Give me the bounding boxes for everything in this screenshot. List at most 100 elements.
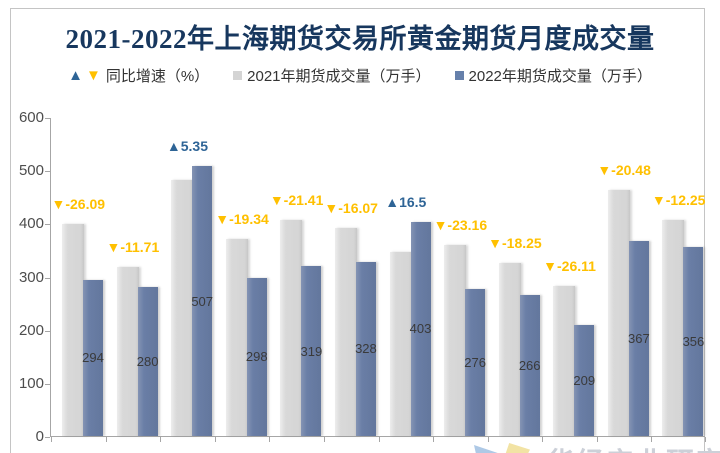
- growth-annotation: ▼-26.09: [51, 196, 106, 213]
- bar-2021: [662, 220, 685, 436]
- y-axis-tick: [45, 224, 50, 226]
- y-axis-tick: [45, 171, 50, 173]
- y-axis-label: 500: [18, 162, 44, 180]
- bar-2021: [498, 263, 521, 436]
- bar-group: 356 ▼-12.25: [651, 118, 706, 436]
- bar-2022-value-label: 276: [464, 355, 486, 371]
- bar-2021: [225, 239, 248, 436]
- bar-2022-value-label: 294: [82, 350, 104, 366]
- bar-2021: [62, 224, 84, 436]
- legend-growth-label: 同比增速（%）: [105, 67, 210, 85]
- series-2021-swatch-icon: [233, 70, 243, 80]
- x-axis-tick: [651, 437, 653, 442]
- y-axis-label: 300: [18, 268, 44, 286]
- bar-2022: 328: [355, 261, 377, 436]
- watermark-text: 华经产业研究院: [546, 441, 720, 453]
- x-axis-tick: [596, 437, 598, 442]
- chart-title: 2021-2022年上海期货交易所黄金期货月度成交量: [65, 24, 655, 54]
- bar-2022-value-label: 280: [136, 354, 159, 370]
- bar-group: 294 ▼-26.09: [51, 118, 106, 436]
- bar-2022: 403: [409, 221, 432, 436]
- bar-2022-value-label: 209: [573, 372, 596, 388]
- bar-2022: 294: [82, 279, 104, 436]
- bar-2022-value-label: 328: [355, 341, 377, 357]
- x-axis-tick: [160, 437, 162, 442]
- bar-2022: 280: [136, 287, 159, 436]
- legend-2021-label: 2021年期货成交量（万手）: [247, 67, 431, 85]
- bar-2021: [116, 267, 139, 436]
- bar-2022: 319: [300, 266, 323, 436]
- bar-2022: 298: [245, 277, 268, 436]
- bar-group: 298 ▼-19.34: [215, 118, 270, 436]
- bar-2022-value-label: 507: [191, 293, 214, 309]
- legend-item-2021: 2021年期货成交量（万手）: [233, 65, 431, 86]
- bar-2022-value-label: 319: [300, 343, 323, 359]
- y-axis-label: 200: [18, 321, 44, 339]
- x-axis-tick: [269, 437, 271, 442]
- x-axis-tick: [487, 437, 489, 442]
- x-axis-tick: [214, 437, 216, 442]
- bar-2022-value-label: 266: [518, 357, 541, 373]
- bar-group: 403 ▲16.5: [379, 118, 434, 436]
- growth-annotation: ▼-11.71: [106, 239, 160, 256]
- legend-2022-label: 2022年期货成交量（万手）: [468, 67, 652, 85]
- bar-group: 367 ▼-20.48: [597, 118, 652, 436]
- bar-group: 276 ▼-23.16: [433, 118, 488, 436]
- y-axis-tick: [45, 383, 50, 385]
- y-axis-tick: [45, 277, 50, 279]
- bar-2022-value-label: 403: [409, 321, 432, 337]
- watermark: 华经产业研究院: [474, 441, 720, 453]
- y-axis-label: 100: [18, 374, 44, 392]
- x-axis-tick: [51, 437, 52, 442]
- y-axis-label: 400: [18, 215, 44, 233]
- bar-2021: [389, 252, 412, 436]
- x-axis-tick: [433, 437, 435, 442]
- x-axis-tick: [705, 437, 706, 442]
- chart-legend: ▲ ▼ 同比增速（%） 2021年期货成交量（万手） 2022年期货成交量（万手…: [0, 63, 720, 87]
- bar-2021: [334, 228, 357, 436]
- legend-item-2022: 2022年期货成交量（万手）: [454, 65, 652, 86]
- down-triangle-icon: ▼: [85, 66, 101, 84]
- chart-area: 294 ▼-26.09 280 ▼-11.71 507 ▲5.35 298 ▼-19.34 31…: [0, 109, 720, 445]
- legend-item-growth: ▲ ▼ 同比增速（%）: [68, 65, 209, 86]
- y-axis-label: 600: [18, 109, 44, 126]
- growth-annotation: ▼-20.48: [597, 162, 651, 179]
- growth-annotation: ▼-26.11: [543, 257, 596, 274]
- bar-2022: 266: [518, 294, 541, 436]
- growth-annotation: ▲16.5: [385, 193, 427, 210]
- series-2022-swatch-icon: [454, 70, 464, 80]
- bar-2022-value-label: 356: [682, 333, 705, 349]
- bar-2022: 367: [627, 240, 650, 436]
- growth-annotation: ▼-16.07: [324, 200, 378, 217]
- bar-2022: 276: [464, 289, 486, 436]
- bar-group: 266 ▼-18.25: [488, 118, 543, 436]
- x-axis-tick: [378, 437, 380, 442]
- bar-group: 209 ▼-26.11: [542, 118, 597, 436]
- y-axis-label: 0: [35, 428, 44, 445]
- bar-group: 280 ▼-11.71: [106, 118, 161, 436]
- growth-annotation: ▼-21.41: [269, 192, 324, 209]
- bar-2022: 209: [573, 324, 596, 436]
- bar-2021: [553, 285, 576, 436]
- bar-2022-value-label: 367: [627, 330, 650, 346]
- x-axis-tick: [323, 437, 325, 442]
- y-axis-tick: [45, 437, 50, 438]
- bar-group: 319 ▼-21.41: [269, 118, 324, 436]
- bar-group: 507 ▲5.35: [160, 118, 215, 436]
- growth-annotation: ▼-23.16: [433, 217, 488, 234]
- bar-group: 328 ▼-16.07: [324, 118, 379, 436]
- bar-2022-value-label: 298: [245, 349, 268, 365]
- growth-annotation: ▼-18.25: [488, 235, 542, 252]
- x-axis-tick: [105, 437, 107, 442]
- growth-annotation: ▼-19.34: [215, 211, 269, 228]
- up-triangle-icon: ▲: [68, 66, 83, 84]
- bar-2021: [280, 220, 303, 436]
- x-axis-tick: [542, 437, 544, 442]
- watermark-logo-icon: [474, 441, 532, 453]
- bar-2021: [444, 245, 467, 436]
- bar-2021: [607, 190, 630, 436]
- y-axis-tick: [45, 330, 50, 332]
- y-axis-tick: [45, 118, 50, 119]
- growth-annotation: ▼-12.25: [651, 192, 706, 209]
